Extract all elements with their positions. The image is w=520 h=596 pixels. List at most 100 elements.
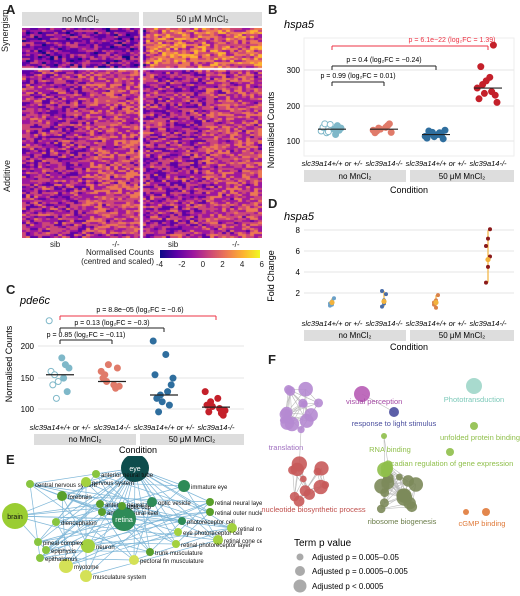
plot-b-xtick: slc39a14-/- xyxy=(469,159,507,168)
network-edge xyxy=(149,520,183,553)
network-edge xyxy=(85,481,219,541)
data-point xyxy=(167,381,175,389)
plot-b-xlabel: Condition xyxy=(390,185,428,195)
network-node-label: brain xyxy=(7,514,23,521)
heatmap-header-mn: 50 μM MnCl₂ xyxy=(143,12,262,26)
network-node xyxy=(96,500,104,508)
data-point xyxy=(162,351,170,358)
data-point xyxy=(52,394,60,402)
plot-b-comparison-3: p = 0.99 (log₂FC = 0.01) xyxy=(320,73,395,80)
mean-point xyxy=(329,299,335,306)
colorbar-title: Normalised Counts (centred and scaled) xyxy=(74,248,154,266)
network-node-label: forebrain xyxy=(68,495,92,501)
colorbar-tick: 2 xyxy=(220,260,225,269)
panel-label-d: D xyxy=(268,196,278,211)
network-node xyxy=(395,473,403,481)
data-point xyxy=(384,292,388,297)
network-node-label: pineal complex xyxy=(43,541,83,547)
network-node xyxy=(466,378,482,394)
data-point xyxy=(205,408,213,416)
network-node-label: retina xyxy=(115,517,133,524)
plot-b-ytick: 100 xyxy=(287,137,301,146)
data-point xyxy=(45,317,53,325)
plot-b-cond-box-1 xyxy=(304,170,406,182)
network-node xyxy=(377,462,393,478)
network-node xyxy=(298,381,313,397)
heatmap-col-ko-2: -/- xyxy=(232,240,240,249)
network-node xyxy=(408,477,424,492)
network-node-label: myotome xyxy=(74,565,99,571)
data-point xyxy=(380,288,384,293)
data-point xyxy=(113,364,121,372)
data-point xyxy=(149,337,157,345)
data-point xyxy=(439,135,447,143)
cluster-label: RNA binding xyxy=(369,445,411,454)
plot-b-ylabel: Normalised Counts xyxy=(266,91,276,168)
data-point xyxy=(486,236,490,241)
plot-d: hspa5 Fold Change 2 4 6 8 slc39a14+/+ or… xyxy=(266,211,514,352)
network-node xyxy=(227,523,237,533)
panel-label-c: C xyxy=(6,282,16,297)
cluster-label: visual perception xyxy=(346,397,402,406)
network-edge xyxy=(134,467,219,541)
plot-b-xtick: slc39a14+/+ or +/- xyxy=(302,159,363,168)
data-point xyxy=(214,394,222,402)
network-edge xyxy=(134,467,233,529)
plot-b-comparison-2: p = 0.4 (log₂FC = −0.24) xyxy=(346,57,421,64)
data-point xyxy=(482,77,490,85)
network-node xyxy=(206,498,214,506)
data-point xyxy=(115,382,123,390)
network-node-label: musculature system xyxy=(93,575,146,581)
panel-label-e: E xyxy=(6,452,15,467)
data-point xyxy=(387,128,395,136)
network-node xyxy=(57,491,67,501)
network-edge xyxy=(65,501,211,567)
network-node xyxy=(80,570,92,582)
plot-c-title: pde6c xyxy=(19,295,50,307)
network-node-label: nervous system xyxy=(92,481,134,487)
row-group-synergism: Synergism xyxy=(0,9,10,52)
network-edge xyxy=(87,531,179,547)
cluster-label: purine nucleotide biosynthetic process xyxy=(262,505,366,514)
data-point xyxy=(480,89,488,97)
network-node xyxy=(52,518,60,526)
plot-c-ytick: 150 xyxy=(21,374,35,383)
data-point xyxy=(484,280,488,285)
cluster-label: response to light stimulus xyxy=(352,419,437,428)
data-point xyxy=(488,227,492,232)
network-node-label: retinal rod cell xyxy=(238,527,262,533)
plot-b-xtick: slc39a14+/+ or +/- xyxy=(406,159,467,168)
plot-d-ytick: 2 xyxy=(296,289,301,298)
network-edge xyxy=(123,511,211,520)
heatmap-col-sib-2: sib xyxy=(168,240,179,249)
network-node xyxy=(380,488,390,498)
legend-dot xyxy=(293,579,307,593)
network-edge xyxy=(65,467,136,567)
network-node xyxy=(299,475,307,483)
plot-c-xtick: slc39a14+/+ or +/- xyxy=(134,423,195,432)
data-point xyxy=(151,371,159,379)
data-point xyxy=(486,264,490,269)
cluster-label: ribosome biogenesis xyxy=(368,517,437,526)
heatmap-canvas xyxy=(22,28,262,238)
plot-c-xtick: slc39a14-/- xyxy=(93,423,131,432)
colorbar-tick: -4 xyxy=(156,260,164,269)
network-node xyxy=(178,517,186,525)
network-edge xyxy=(14,515,183,522)
legend-title: Term p value xyxy=(294,538,352,549)
network-edge xyxy=(87,501,211,547)
data-point xyxy=(65,364,73,372)
legend-dot xyxy=(296,553,304,561)
network-edge xyxy=(383,435,389,466)
plot-d-xtick: slc39a14+/+ or +/- xyxy=(302,319,363,328)
panel-label-b: B xyxy=(268,2,278,17)
network-node xyxy=(118,502,126,510)
data-point xyxy=(491,91,499,99)
data-point xyxy=(165,401,173,409)
network-node-label: diencephalon xyxy=(61,521,97,527)
data-point xyxy=(489,41,497,49)
plot-c: pde6c Normalised Counts 100 150 200 p = … xyxy=(4,295,244,454)
network-node xyxy=(213,535,223,545)
network-node xyxy=(280,416,295,430)
legend-item: Adjusted p = 0.0005–0.005 xyxy=(312,567,408,576)
